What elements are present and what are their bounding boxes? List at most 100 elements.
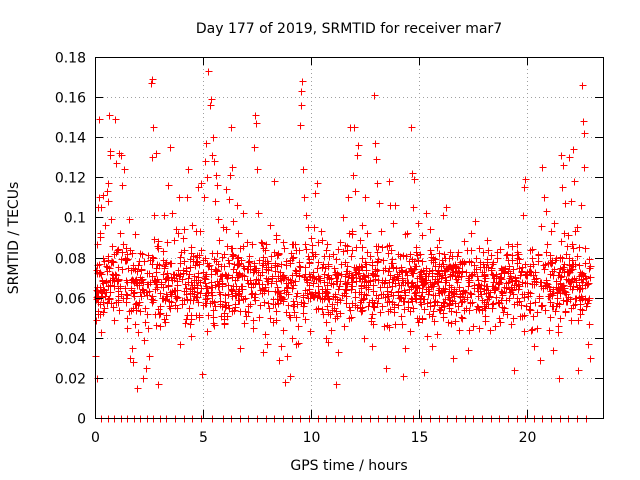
data-point: [510, 291, 518, 299]
data-point: [178, 249, 186, 257]
data-point: [547, 252, 555, 260]
data-point: [247, 301, 255, 309]
data-point: [410, 282, 418, 290]
data-point: [442, 279, 450, 287]
data-point: [210, 307, 218, 315]
data-point: [572, 228, 580, 236]
data-point: [564, 243, 572, 251]
data-point: [443, 204, 451, 212]
data-point: [562, 309, 570, 317]
data-point: [385, 268, 393, 276]
data-point: [569, 263, 577, 271]
data-point: [273, 232, 281, 240]
data-point: [256, 281, 264, 289]
data-point: [209, 292, 217, 300]
data-point: [493, 294, 501, 302]
data-point: [255, 210, 263, 218]
data-point: [185, 166, 193, 174]
data-point: [289, 285, 297, 293]
data-point: [555, 284, 563, 292]
data-point: [454, 279, 462, 287]
data-point: [399, 277, 407, 285]
data-point: [265, 267, 273, 275]
y-tick-label: 0.18: [55, 51, 86, 67]
data-point: [396, 295, 404, 303]
data-point: [519, 291, 527, 299]
data-point: [138, 277, 146, 285]
data-point: [226, 305, 234, 313]
data-point: [543, 249, 551, 257]
data-point: [587, 355, 595, 363]
data-point: [462, 289, 470, 297]
data-point: [325, 272, 333, 280]
data-point: [359, 264, 367, 272]
data-point: [105, 180, 113, 188]
data-point: [325, 339, 333, 347]
data-point: [336, 283, 344, 291]
data-point: [124, 325, 132, 333]
data-point: [153, 279, 161, 287]
data-point: [478, 291, 486, 299]
data-point: [223, 186, 231, 194]
data-point: [490, 259, 498, 267]
data-point: [277, 269, 285, 277]
data-point: [133, 307, 141, 315]
y-tick-label: 0.1: [64, 211, 86, 227]
data-point: [119, 182, 127, 190]
data-point: [467, 299, 475, 307]
data-point: [302, 241, 310, 249]
data-point: [276, 357, 284, 365]
data-point: [200, 302, 208, 310]
data-point: [207, 300, 215, 308]
data-point: [145, 325, 153, 333]
data-point: [149, 254, 157, 262]
data-point: [142, 305, 150, 313]
data-point: [293, 268, 301, 276]
data-point: [362, 194, 370, 202]
data-point: [161, 212, 169, 220]
data-point: [288, 279, 296, 287]
data-point: [448, 308, 456, 316]
data-point: [468, 259, 476, 267]
data-point: [458, 299, 466, 307]
data-point: [157, 290, 165, 298]
data-point: [401, 287, 409, 295]
data-point: [417, 251, 425, 259]
data-point: [398, 264, 406, 272]
data-point: [109, 271, 117, 279]
data-point: [413, 249, 421, 257]
data-point: [294, 301, 302, 309]
y-tick-label: 0.02: [55, 372, 86, 388]
data-point: [290, 303, 298, 311]
data-point: [393, 265, 401, 273]
data-point: [209, 284, 217, 292]
data-point: [106, 295, 114, 303]
data-point: [218, 263, 226, 271]
data-point: [271, 249, 279, 257]
data-point: [529, 281, 537, 289]
data-point: [371, 92, 379, 100]
data-point: [265, 276, 273, 284]
data-point: [359, 222, 367, 230]
data-point: [551, 266, 559, 274]
data-point: [395, 251, 403, 259]
data-point: [237, 245, 245, 253]
y-tick-label: 0.08: [55, 252, 86, 268]
data-point: [168, 299, 176, 307]
data-point: [160, 271, 168, 279]
data-point: [139, 251, 147, 259]
data-point: [397, 253, 405, 261]
data-point: [215, 281, 223, 289]
data-point: [452, 263, 460, 271]
data-point: [129, 276, 137, 284]
data-point: [98, 329, 106, 337]
data-point: [457, 291, 465, 299]
data-point: [447, 249, 455, 257]
data-point: [506, 263, 514, 271]
data-point: [283, 262, 291, 270]
data-point: [326, 253, 334, 261]
data-point: [385, 293, 393, 301]
data-point: [307, 328, 315, 336]
data-point: [471, 285, 479, 293]
data-point: [529, 255, 537, 263]
